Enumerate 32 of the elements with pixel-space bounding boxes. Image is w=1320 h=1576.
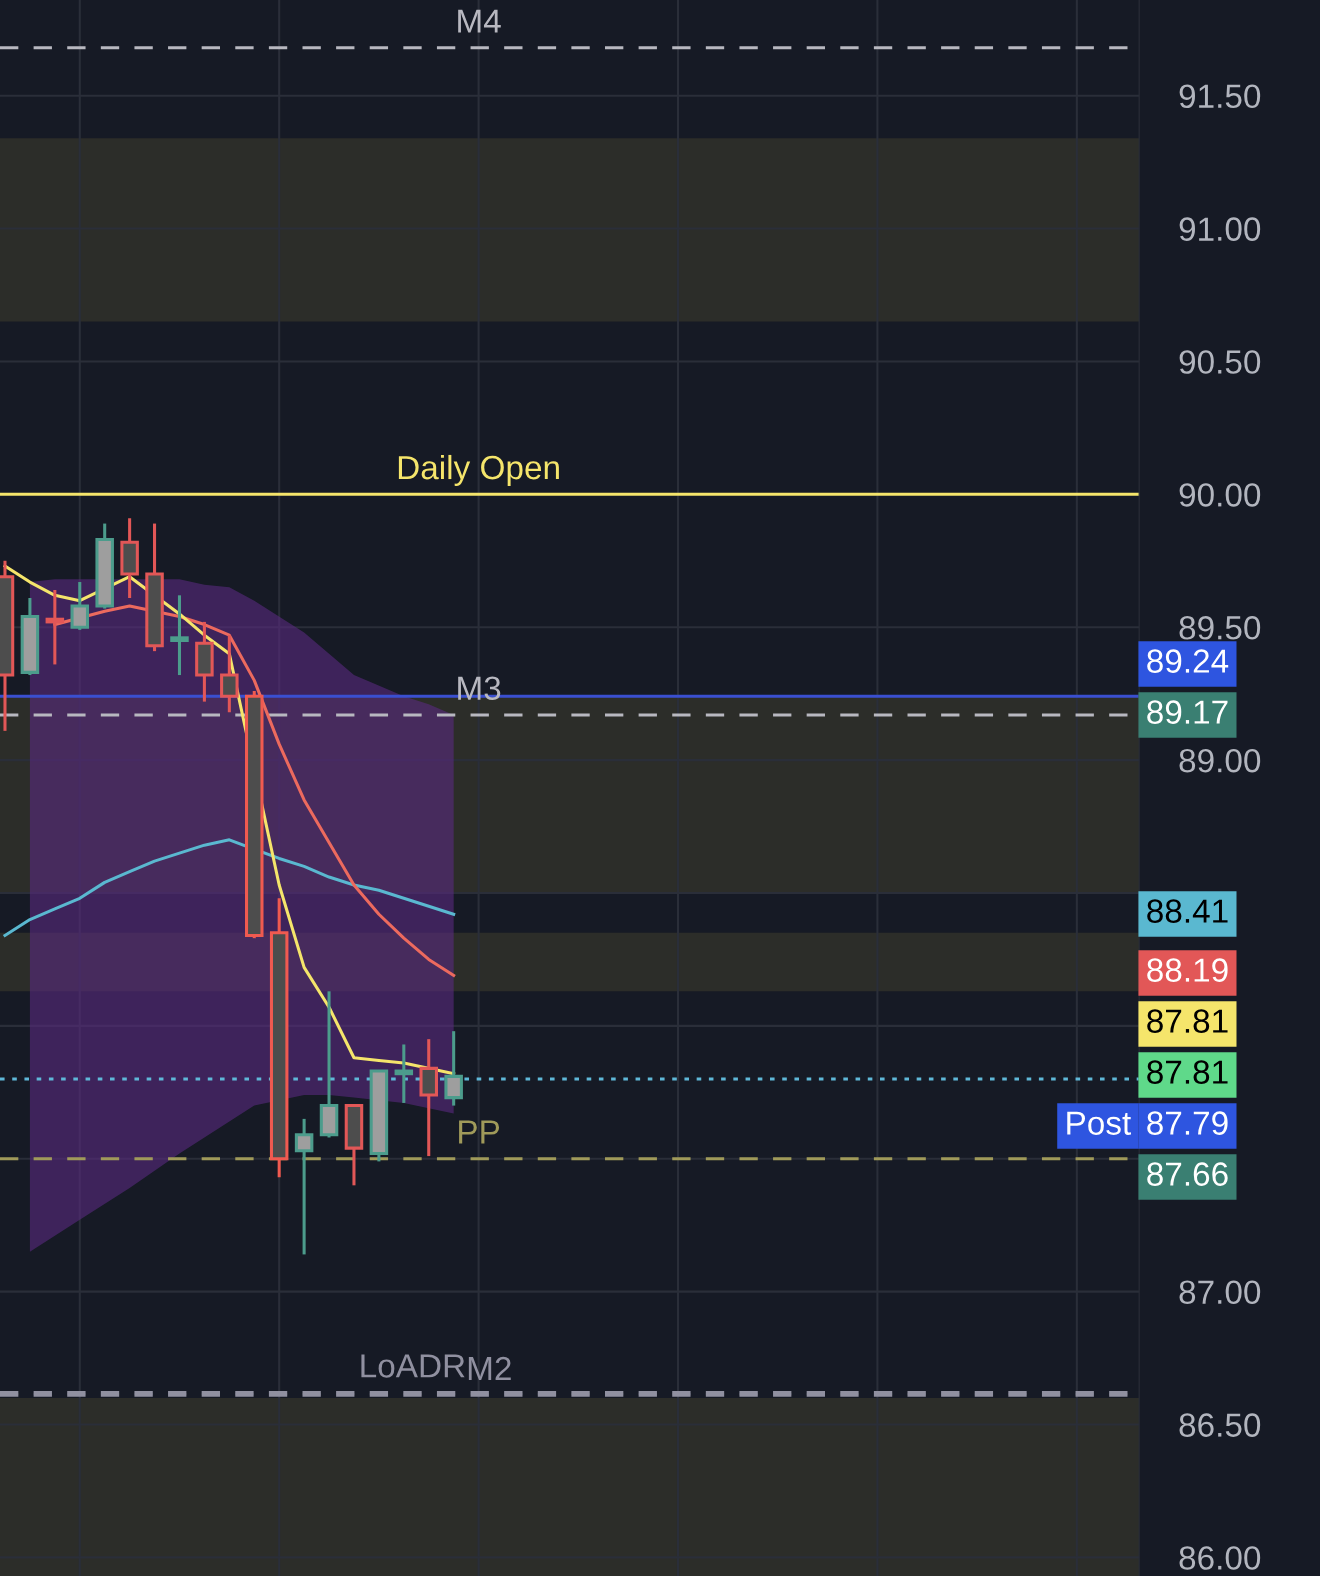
text: 89.17 (1147, 700, 1228, 724)
candlestick (170, 595, 189, 676)
candlestick (294, 1117, 314, 1255)
candlestick (220, 635, 239, 713)
text: 87.81 (1147, 1009, 1228, 1033)
text: 87.81 (1147, 1060, 1228, 1084)
ref-line-label: M3 (458, 676, 501, 700)
y-tick-label: 89.00 (1179, 748, 1261, 773)
ref-line-label: Daily Open (398, 454, 559, 486)
text: 88.41 (1147, 899, 1228, 923)
ref-line-label: M2 (468, 1356, 511, 1381)
y-tick-label: 91.50 (1179, 84, 1261, 109)
y-tick-label: 86.50 (1179, 1413, 1261, 1437)
text: 88.19 (1147, 958, 1228, 982)
candlestick (70, 582, 90, 630)
candlestick (444, 1031, 463, 1106)
candlestick (394, 1044, 414, 1103)
y-tick-label: 89.50 (1179, 616, 1261, 640)
line-series (3, 838, 456, 938)
text: 89.24 (1147, 649, 1229, 673)
y-tick-label: 87.00 (1179, 1280, 1261, 1305)
candlestick (45, 590, 65, 665)
ref-line-label: PP (459, 1120, 500, 1144)
y-tick-label: 86.00 (1179, 1546, 1261, 1570)
text: 87.79 (1147, 1111, 1228, 1135)
y-tick-label: 90.00 (1179, 483, 1261, 507)
y-tick-label: 90.50 (1179, 350, 1261, 374)
y-tick-label: 91.00 (1179, 217, 1261, 241)
ref-line-label: M4 (458, 9, 501, 33)
text: 87.66 (1147, 1162, 1228, 1186)
annotation: Post (1067, 1111, 1131, 1135)
ref-line-label: LoADR (361, 1354, 465, 1378)
